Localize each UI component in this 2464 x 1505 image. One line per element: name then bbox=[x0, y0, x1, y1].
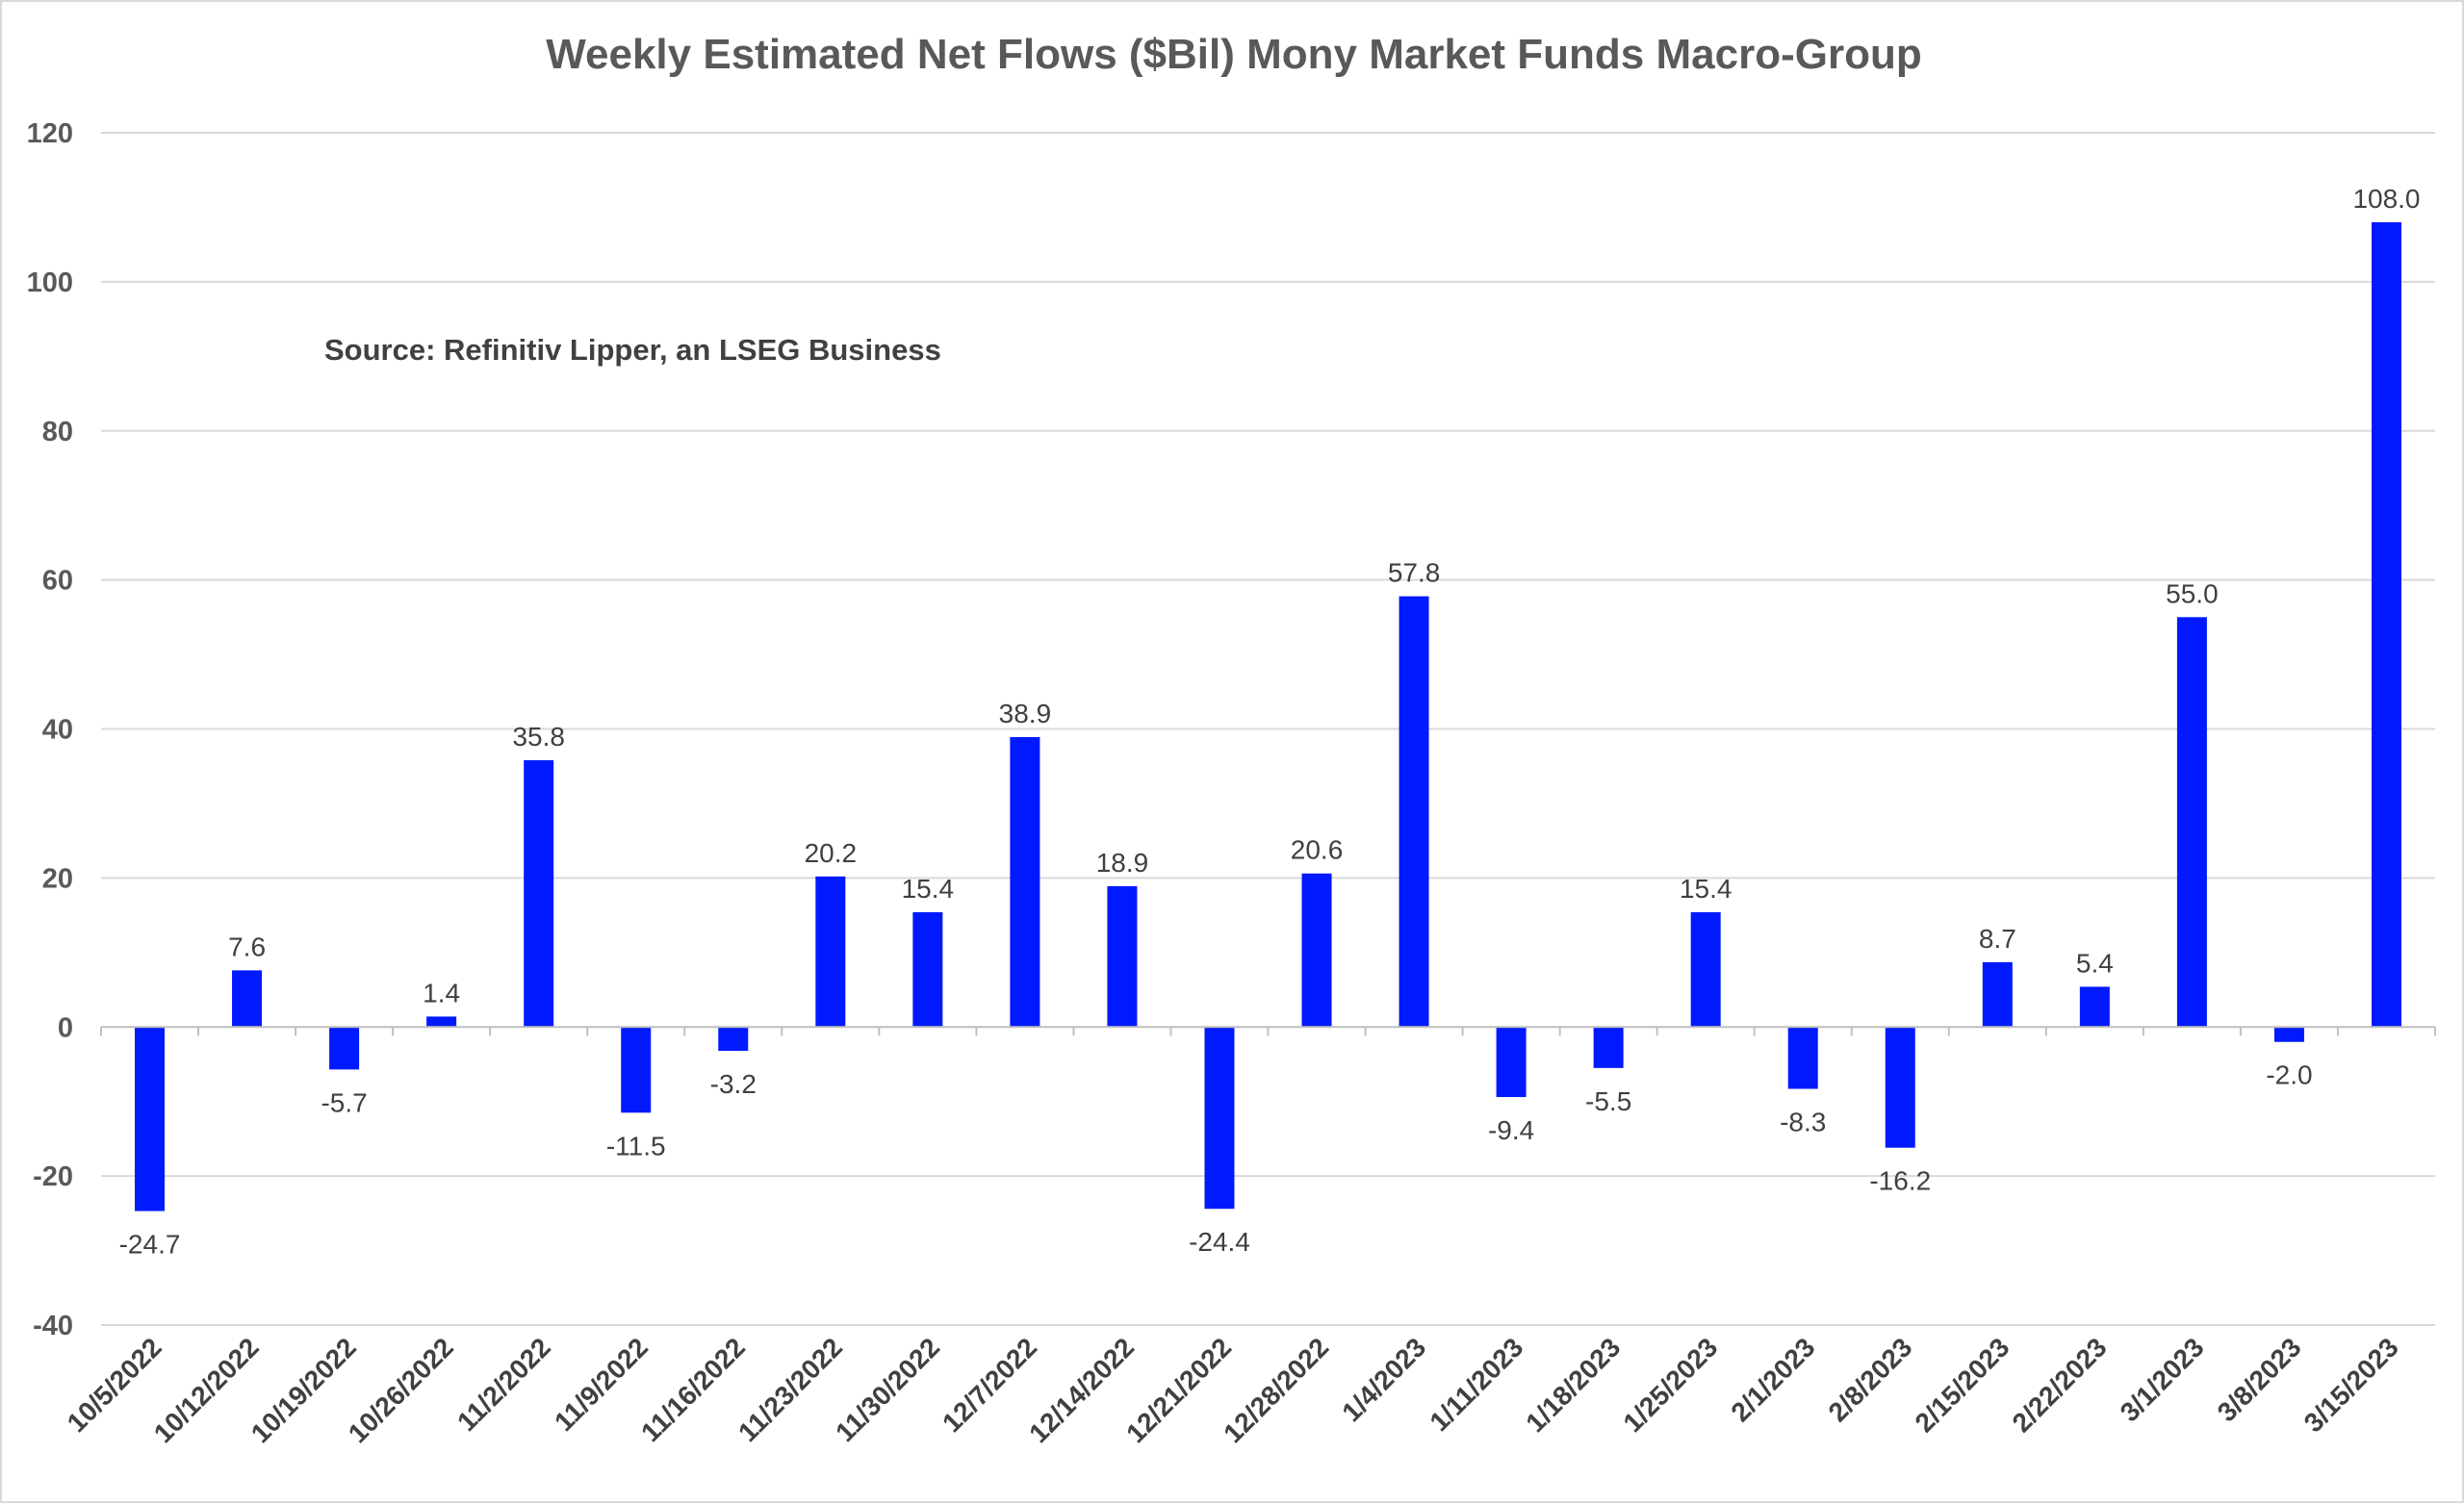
data-label: 35.8 bbox=[512, 722, 565, 752]
data-label: -3.2 bbox=[710, 1069, 757, 1099]
bar bbox=[1787, 1027, 1818, 1089]
x-tick-label: 1/4/2023 bbox=[1336, 1332, 1431, 1427]
x-tick-label: 11/30/2022 bbox=[830, 1332, 945, 1447]
y-tick-label: 40 bbox=[42, 715, 73, 746]
y-tick-label: -20 bbox=[33, 1161, 73, 1192]
x-tick-label: 11/9/2022 bbox=[549, 1332, 654, 1437]
x-tick-label: 12/7/2022 bbox=[937, 1332, 1042, 1438]
data-labels: -24.7 7.6 -5.7 1.4 35.8 -11.5 -3.2 20.2 15.4 38.9… bbox=[119, 184, 2421, 1260]
x-tick-label: 12/28/2022 bbox=[1218, 1332, 1334, 1448]
data-label: 20.2 bbox=[805, 838, 858, 868]
data-label: 7.6 bbox=[228, 931, 266, 961]
bar bbox=[1496, 1027, 1527, 1098]
bar bbox=[621, 1027, 652, 1113]
bar bbox=[1690, 911, 1721, 1028]
data-label: -9.4 bbox=[1488, 1115, 1534, 1145]
data-label: 108.0 bbox=[2352, 184, 2420, 214]
data-label: -11.5 bbox=[606, 1131, 666, 1161]
x-tick-label: 10/26/2022 bbox=[343, 1332, 459, 1448]
bar bbox=[912, 911, 943, 1028]
x-tick-label: 10/5/2022 bbox=[62, 1332, 167, 1438]
bar bbox=[232, 970, 263, 1028]
x-tick-label: 12/21/2022 bbox=[1120, 1332, 1237, 1448]
x-tick-label: 2/22/2023 bbox=[2007, 1332, 2113, 1438]
x-tick-label: 3/8/2023 bbox=[2212, 1332, 2307, 1427]
bar bbox=[2079, 986, 2110, 1028]
y-tick-label: 100 bbox=[27, 268, 73, 298]
bar bbox=[1010, 737, 1040, 1028]
bar bbox=[135, 1027, 166, 1212]
x-tick-label: 1/18/2023 bbox=[1520, 1332, 1626, 1438]
x-tick-label: 11/23/2022 bbox=[732, 1332, 848, 1447]
data-label: -16.2 bbox=[1869, 1166, 1931, 1196]
chart-title: Weekly Estimated Net Flows ($Bil) Mony M… bbox=[546, 31, 1922, 78]
y-tick-label: -40 bbox=[33, 1311, 73, 1341]
x-tick-label: 10/19/2022 bbox=[245, 1332, 362, 1448]
bar bbox=[329, 1027, 360, 1070]
data-label: -5.5 bbox=[1585, 1086, 1631, 1116]
x-tick-label: 11/16/2022 bbox=[635, 1332, 751, 1447]
bars bbox=[135, 221, 2401, 1212]
bar bbox=[718, 1027, 749, 1052]
x-tick-label: 11/2/2022 bbox=[451, 1332, 556, 1437]
data-label: 55.0 bbox=[2166, 578, 2219, 608]
bar bbox=[1204, 1027, 1235, 1210]
bar bbox=[815, 876, 846, 1028]
data-label: 18.9 bbox=[1096, 848, 1149, 878]
bar bbox=[2176, 617, 2207, 1028]
x-tick-label: 3/1/2023 bbox=[2115, 1332, 2210, 1427]
data-label: -8.3 bbox=[1780, 1108, 1826, 1137]
bar bbox=[1593, 1027, 1624, 1068]
data-label: 8.7 bbox=[1979, 924, 2016, 954]
data-label: -24.7 bbox=[119, 1230, 181, 1260]
x-tick-label: 10/12/2022 bbox=[148, 1332, 265, 1448]
y-axis-ticks: 120 100 80 60 40 20 0 -20 -40 bbox=[27, 118, 73, 1341]
data-label: 1.4 bbox=[423, 978, 460, 1008]
x-tick-label: 3/15/2023 bbox=[2298, 1332, 2404, 1438]
x-tick-label: 1/25/2023 bbox=[1617, 1332, 1723, 1438]
x-tick-label: 2/15/2023 bbox=[1910, 1332, 2015, 1438]
x-tick-label: 1/11/2023 bbox=[1424, 1332, 1528, 1437]
zero-axis bbox=[100, 1026, 2436, 1036]
y-tick-label: 120 bbox=[27, 118, 73, 149]
x-tick-label: 12/14/2022 bbox=[1023, 1332, 1140, 1448]
bar bbox=[1885, 1027, 1915, 1148]
data-label: 20.6 bbox=[1291, 835, 1344, 865]
bar bbox=[524, 760, 554, 1028]
y-tick-label: 80 bbox=[42, 417, 73, 447]
x-tick-label: 2/1/2023 bbox=[1725, 1332, 1820, 1427]
x-axis-ticks: 10/5/202210/12/202210/19/202210/26/20221… bbox=[62, 1332, 2404, 1448]
y-tick-label: 60 bbox=[42, 566, 73, 597]
data-label: -2.0 bbox=[2266, 1060, 2312, 1090]
bar bbox=[1301, 873, 1332, 1028]
source-annotation: Source: Refinitiv Lipper, an LSEG Busine… bbox=[324, 333, 941, 367]
data-label: -24.4 bbox=[1189, 1227, 1250, 1257]
data-label: 57.8 bbox=[1388, 558, 1441, 588]
y-tick-label: 20 bbox=[42, 863, 73, 894]
bar bbox=[426, 1016, 457, 1028]
bar bbox=[1107, 885, 1138, 1028]
bar bbox=[2273, 1027, 2304, 1042]
x-tick-label: 2/8/2023 bbox=[1823, 1332, 1918, 1427]
data-label: 38.9 bbox=[999, 699, 1052, 728]
bar bbox=[2371, 221, 2401, 1028]
data-label: 15.4 bbox=[902, 874, 955, 904]
data-label: -5.7 bbox=[321, 1087, 367, 1117]
gridlines bbox=[101, 132, 2435, 1326]
bar bbox=[1982, 961, 2013, 1028]
data-label: 15.4 bbox=[1680, 874, 1732, 904]
data-label: 5.4 bbox=[2076, 948, 2114, 978]
bar bbox=[1399, 596, 1429, 1028]
y-tick-label: 0 bbox=[58, 1012, 73, 1043]
